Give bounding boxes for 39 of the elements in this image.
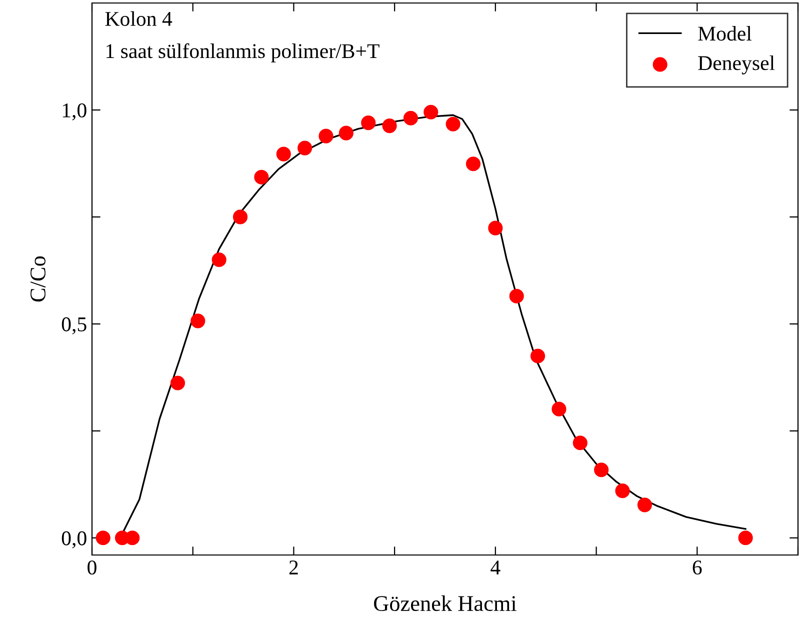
legend-label: Deneysel (698, 55, 775, 74)
point (509, 288, 524, 304)
x-tick-label: 4 (490, 560, 500, 574)
x-tick-label: 6 (692, 560, 702, 575)
point (170, 376, 186, 390)
point (298, 140, 312, 156)
point (276, 146, 291, 162)
point (488, 220, 503, 236)
point (190, 314, 206, 328)
point (552, 402, 566, 416)
y-tick-label: 0,0 (62, 531, 86, 548)
point (232, 210, 248, 224)
point (446, 116, 460, 132)
point (96, 530, 110, 546)
y-axis-title: C/Co (30, 256, 46, 302)
point (254, 170, 269, 184)
point (637, 498, 652, 512)
x-tick-label: 0 (88, 560, 96, 575)
point (738, 530, 753, 546)
point (361, 116, 376, 130)
point (318, 128, 334, 144)
point (125, 530, 140, 546)
point (212, 252, 226, 268)
annotation: Kolon 4 (105, 11, 172, 26)
point (338, 126, 354, 140)
y-tick-label: 1,0 (62, 103, 86, 120)
point (466, 156, 481, 172)
legend-label: Model (698, 26, 752, 41)
point (403, 110, 418, 126)
point (615, 484, 630, 498)
x-tick-label: 2 (289, 560, 298, 574)
point (572, 436, 588, 450)
point (594, 462, 609, 478)
point (424, 104, 438, 120)
point (530, 348, 546, 364)
point (382, 118, 397, 134)
x-axis-title: Gözenek Hacmi (374, 595, 516, 612)
annotation: 1 saat sülfonlanmis polimer/B+T (106, 43, 380, 62)
y-tick-label: 0,5 (62, 317, 86, 334)
